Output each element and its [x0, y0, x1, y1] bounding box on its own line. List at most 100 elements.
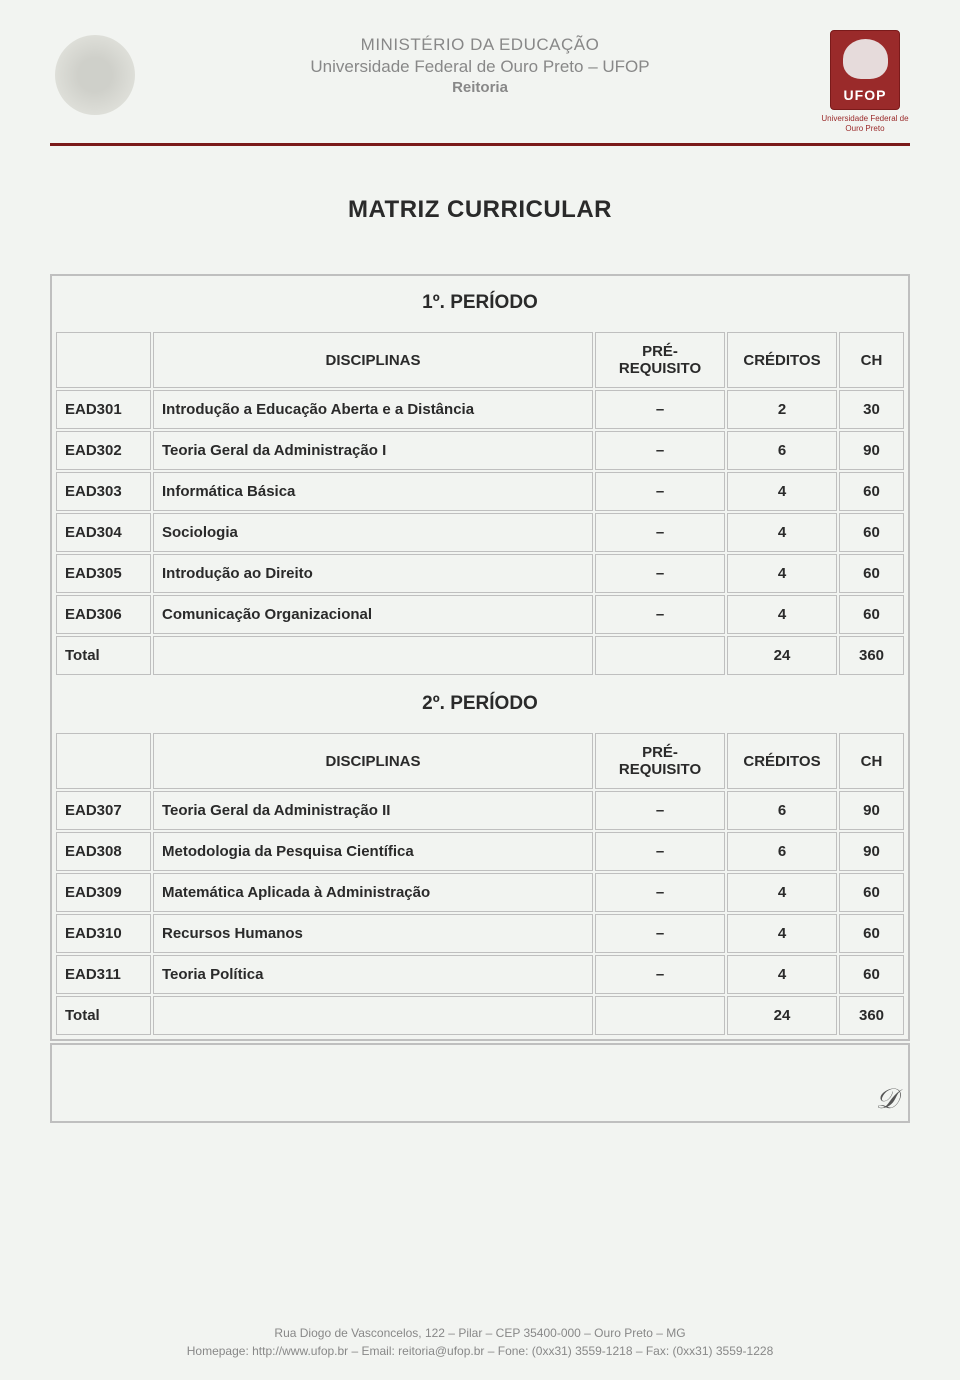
cell-code: EAD308: [56, 832, 151, 871]
table-row: EAD303Informática Básica–460: [56, 472, 904, 511]
cell-cred: 4: [727, 955, 837, 994]
total-empty: [595, 636, 725, 675]
table-row: EAD308Metodologia da Pesquisa Científica…: [56, 832, 904, 871]
total-empty: [595, 996, 725, 1035]
cell-disc: Matemática Aplicada à Administração: [153, 873, 593, 912]
cell-prereq: –: [595, 554, 725, 593]
cell-code: EAD309: [56, 873, 151, 912]
header-rule: [50, 143, 910, 146]
cell-disc: Introdução a Educação Aberta e a Distânc…: [153, 390, 593, 429]
ufop-logo-icon: UFOP: [830, 30, 900, 110]
cell-disc: Metodologia da Pesquisa Científica: [153, 832, 593, 871]
cell-cred: 4: [727, 513, 837, 552]
cell-prereq: –: [595, 873, 725, 912]
table-row: EAD311Teoria Política–460: [56, 955, 904, 994]
cell-ch: 60: [839, 873, 904, 912]
period-title: 2º. PERÍODO: [54, 679, 906, 729]
header-text-block: MINISTÉRIO DA EDUCAÇÃO Universidade Fede…: [140, 30, 820, 96]
period-table: DISCIPLINASPRÉ-REQUISITOCRÉDITOSCHEAD307…: [54, 731, 906, 1037]
table-row: EAD310Recursos Humanos–460: [56, 914, 904, 953]
university-label: Universidade Federal de Ouro Preto – UFO…: [140, 57, 820, 77]
total-ch: 360: [839, 636, 904, 675]
cell-disc: Teoria Geral da Administração I: [153, 431, 593, 470]
column-header-prereq: PRÉ-REQUISITO: [595, 733, 725, 789]
cell-prereq: –: [595, 513, 725, 552]
table-row: EAD307Teoria Geral da Administração II–6…: [56, 791, 904, 830]
total-empty: [153, 636, 593, 675]
total-row: Total 24360: [56, 636, 904, 675]
cell-ch: 60: [839, 955, 904, 994]
period-table: DISCIPLINASPRÉ-REQUISITOCRÉDITOSCHEAD301…: [54, 330, 906, 677]
cell-code: EAD302: [56, 431, 151, 470]
column-header-code: [56, 733, 151, 789]
cell-prereq: –: [595, 431, 725, 470]
cell-code: EAD303: [56, 472, 151, 511]
table-row: EAD306Comunicação Organizacional–460: [56, 595, 904, 634]
cell-prereq: –: [595, 914, 725, 953]
cell-disc: Teoria Geral da Administração II: [153, 791, 593, 830]
ufop-logo-text: UFOP: [844, 87, 887, 103]
table-row: EAD309Matemática Aplicada à Administraçã…: [56, 873, 904, 912]
footer-contact: Homepage: http://www.ufop.br – Email: re…: [50, 1342, 910, 1360]
cell-code: EAD301: [56, 390, 151, 429]
total-empty: [153, 996, 593, 1035]
ministry-label: MINISTÉRIO DA EDUCAÇÃO: [140, 35, 820, 55]
page-title: MATRIZ CURRICULAR: [50, 196, 910, 224]
total-credits: 24: [727, 636, 837, 675]
cell-code: EAD305: [56, 554, 151, 593]
column-header-code: [56, 332, 151, 388]
cell-disc: Recursos Humanos: [153, 914, 593, 953]
cell-ch: 60: [839, 554, 904, 593]
ufop-logo-block: UFOP Universidade Federal de Ouro Preto: [820, 30, 910, 133]
ufop-logo-sublabel: Universidade Federal de Ouro Preto: [820, 114, 910, 133]
footer-address: Rua Diogo de Vasconcelos, 122 – Pilar – …: [50, 1324, 910, 1342]
table-row: EAD305Introdução ao Direito–460: [56, 554, 904, 593]
total-credits: 24: [727, 996, 837, 1035]
cell-ch: 90: [839, 431, 904, 470]
cell-code: EAD307: [56, 791, 151, 830]
total-label: Total: [56, 996, 151, 1035]
cell-cred: 6: [727, 832, 837, 871]
cell-code: EAD306: [56, 595, 151, 634]
cell-prereq: –: [595, 791, 725, 830]
column-header-disciplinas: DISCIPLINAS: [153, 733, 593, 789]
cell-disc: Informática Básica: [153, 472, 593, 511]
cell-cred: 4: [727, 873, 837, 912]
column-header-creditos: CRÉDITOS: [727, 733, 837, 789]
cell-cred: 4: [727, 472, 837, 511]
cell-prereq: –: [595, 832, 725, 871]
cell-disc: Comunicação Organizacional: [153, 595, 593, 634]
cell-cred: 2: [727, 390, 837, 429]
curriculum-table: 1º. PERÍODODISCIPLINASPRÉ-REQUISITOCRÉDI…: [50, 274, 910, 1041]
column-header-disciplinas: DISCIPLINAS: [153, 332, 593, 388]
empty-notes-block: 𝒟: [50, 1043, 910, 1123]
table-row: EAD304Sociologia–460: [56, 513, 904, 552]
total-ch: 360: [839, 996, 904, 1035]
cell-ch: 60: [839, 513, 904, 552]
cell-disc: Teoria Política: [153, 955, 593, 994]
department-label: Reitoria: [140, 79, 820, 96]
cell-cred: 6: [727, 791, 837, 830]
cell-code: EAD304: [56, 513, 151, 552]
cell-cred: 6: [727, 431, 837, 470]
cell-ch: 90: [839, 832, 904, 871]
column-header-ch: CH: [839, 733, 904, 789]
period-title: 1º. PERÍODO: [54, 278, 906, 328]
total-label: Total: [56, 636, 151, 675]
column-header-creditos: CRÉDITOS: [727, 332, 837, 388]
page-footer: Rua Diogo de Vasconcelos, 122 – Pilar – …: [50, 1324, 910, 1360]
coat-of-arms-icon: [50, 30, 140, 120]
cell-prereq: –: [595, 390, 725, 429]
cell-ch: 90: [839, 791, 904, 830]
cell-cred: 4: [727, 914, 837, 953]
cell-ch: 30: [839, 390, 904, 429]
cell-disc: Sociologia: [153, 513, 593, 552]
table-row: EAD302Teoria Geral da Administração I–69…: [56, 431, 904, 470]
cell-ch: 60: [839, 472, 904, 511]
cell-code: EAD311: [56, 955, 151, 994]
cell-disc: Introdução ao Direito: [153, 554, 593, 593]
cell-prereq: –: [595, 595, 725, 634]
page-header: MINISTÉRIO DA EDUCAÇÃO Universidade Fede…: [50, 30, 910, 133]
cell-prereq: –: [595, 955, 725, 994]
cell-cred: 4: [727, 554, 837, 593]
